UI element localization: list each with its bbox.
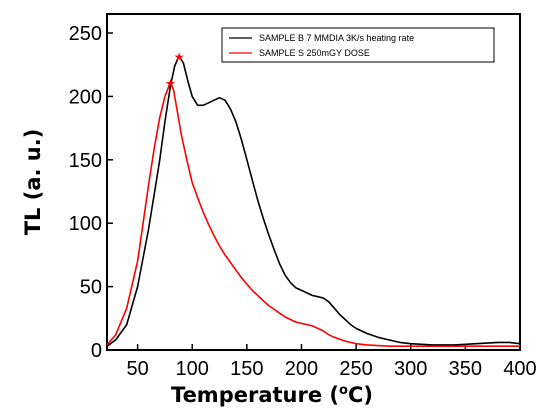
- x-tick-label: 400: [503, 358, 536, 380]
- y-tick-label: 250: [69, 23, 102, 45]
- y-tick-label: 0: [91, 340, 102, 362]
- x-tick-label: 300: [394, 358, 427, 380]
- axis-ticks: 50 100 150 200 250 300 350 400 0 50 100 150 200 250: [69, 23, 537, 380]
- legend-label-series-2: SAMPLE S 250mGY DOSE: [259, 48, 370, 58]
- y-axis-title: TL (a. u.): [21, 129, 45, 236]
- y-tick-label: 100: [69, 213, 102, 235]
- peak-marker-2: ★: [165, 76, 176, 90]
- y-tick-label: 150: [69, 150, 102, 172]
- peak-marker-1: ★: [174, 50, 185, 64]
- x-axis-title: Temperature (oC): [171, 383, 373, 407]
- x-tick-label: 100: [176, 358, 209, 380]
- x-tick-label: 50: [126, 358, 148, 380]
- y-tick-label: 200: [69, 86, 102, 108]
- series-line-2: [106, 81, 520, 347]
- x-axis-title-unit: C): [348, 383, 373, 407]
- series-layer: ★★: [106, 50, 521, 347]
- x-tick-label: 250: [339, 358, 372, 380]
- x-axis-title-main: Temperature (: [171, 383, 339, 407]
- x-tick-label: 350: [449, 358, 482, 380]
- plot-frame: [106, 13, 521, 351]
- legend-label-series-1: SAMPLE B 7 MMDIA 3K/s heating rate: [259, 33, 414, 43]
- x-tick-label: 200: [285, 358, 318, 380]
- y-tick-label: 50: [80, 277, 102, 299]
- x-axis-title-superscript: o: [339, 383, 348, 398]
- x-tick-label: 150: [230, 358, 263, 380]
- legend: SAMPLE B 7 MMDIA 3K/s heating rate SAMPL…: [221, 27, 495, 63]
- legend-box: [221, 27, 495, 63]
- series-line-1: [106, 55, 521, 347]
